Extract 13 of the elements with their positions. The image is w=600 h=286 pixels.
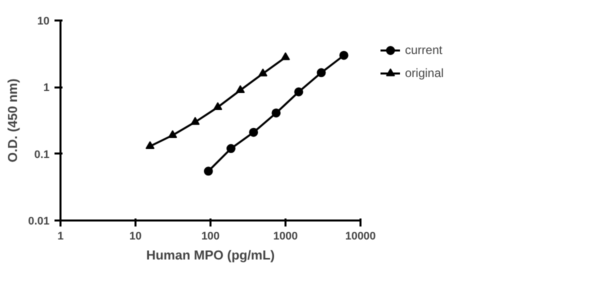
y-axis-title: O.D. (450 nm) (5, 78, 20, 162)
x-tick-label: 10000 (345, 230, 376, 242)
y-tick-label: 0.1 (34, 148, 50, 161)
y-tick-label: 10 (37, 16, 50, 28)
y-tick-label: 1 (43, 82, 50, 94)
x-tick-label: 100 (201, 230, 220, 242)
legend-label: original (405, 66, 444, 80)
x-axis-title: Human MPO (pg/mL) (146, 248, 275, 262)
y-tick-label: 0.01 (28, 216, 50, 228)
x-tick-label: 1000 (273, 230, 298, 242)
x-tick-label: 1 (57, 230, 64, 242)
legend-label: current (405, 43, 442, 57)
x-tick-label: 10 (129, 230, 142, 242)
